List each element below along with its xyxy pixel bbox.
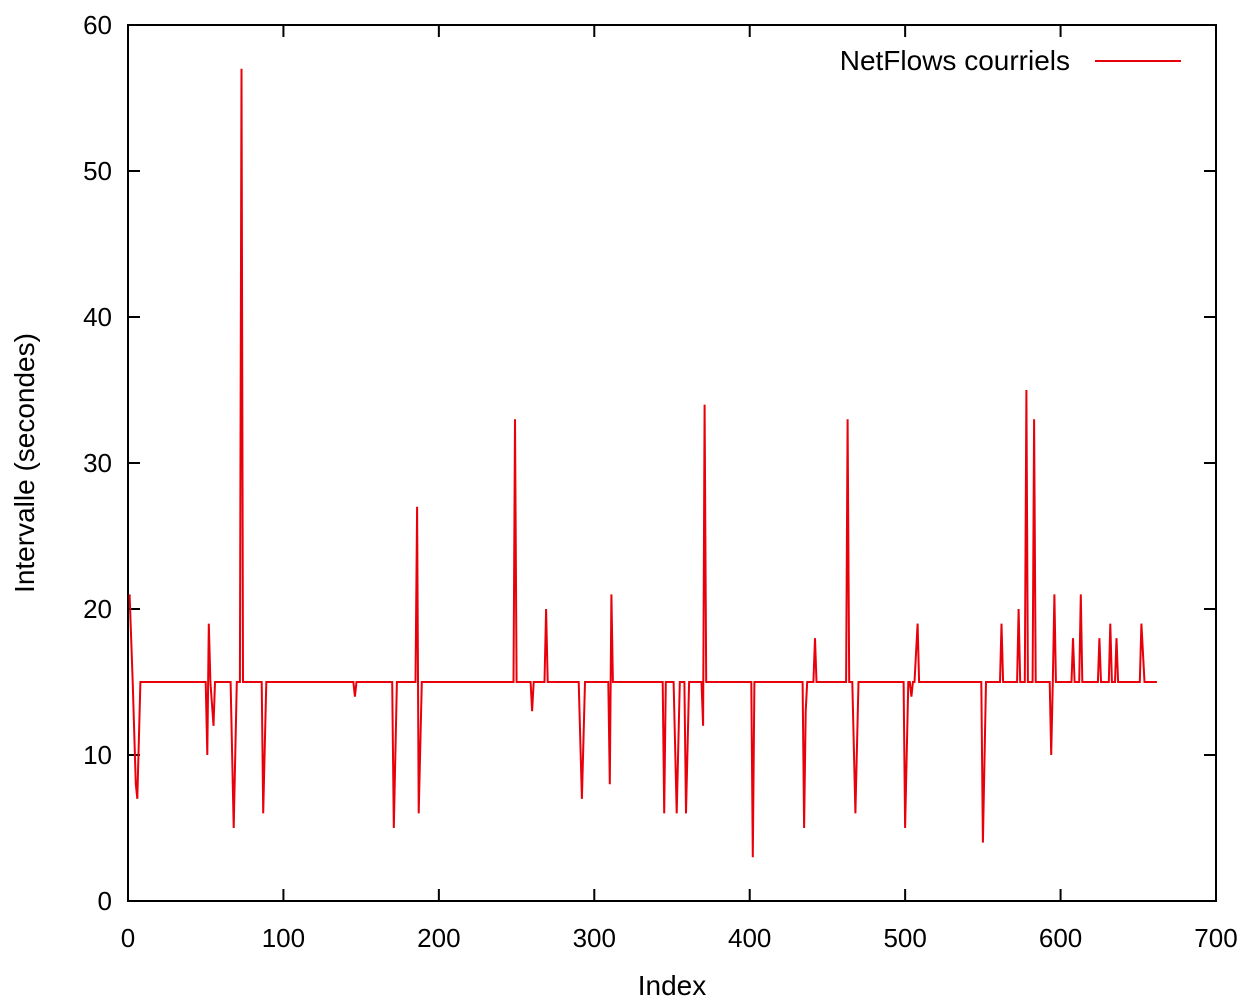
x-tick-label: 0 (121, 923, 135, 953)
x-tick-label: 400 (728, 923, 771, 953)
series-layer (128, 68, 1157, 858)
y-tick-label: 40 (83, 302, 112, 332)
x-axis-label: Index (638, 970, 707, 1000)
y-tick-label: 50 (83, 156, 112, 186)
legend: NetFlows courriels (840, 45, 1181, 76)
y-tick-label: 30 (83, 448, 112, 478)
x-tick-label: 500 (883, 923, 926, 953)
y-tick-label: 10 (83, 740, 112, 770)
x-tick-label: 300 (573, 923, 616, 953)
x-tick-label: 700 (1194, 923, 1237, 953)
plot-frame (127, 24, 1217, 902)
y-tick-label: 60 (83, 10, 112, 40)
legend-label: NetFlows courriels (840, 45, 1070, 76)
x-tick-label: 200 (417, 923, 460, 953)
series-line (128, 68, 1157, 858)
x-axis-ticks: 0 100 200 300 400 500 600 700 (121, 25, 1238, 953)
y-tick-label: 0 (98, 886, 112, 916)
x-tick-label: 100 (262, 923, 305, 953)
x-tick-label: 600 (1039, 923, 1082, 953)
y-axis-ticks: 0 10 20 30 40 50 60 (83, 10, 1216, 916)
y-axis-label: Intervalle (secondes) (9, 333, 40, 593)
y-tick-label: 20 (83, 594, 112, 624)
